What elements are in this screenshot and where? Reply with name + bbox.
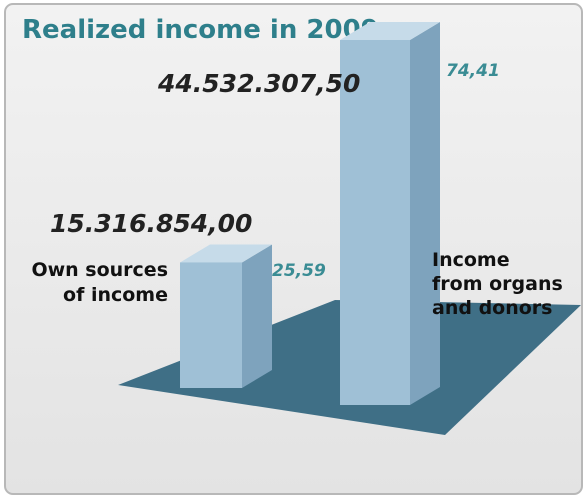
category-label-line: and donors [432,297,552,319]
bar-front [180,262,242,388]
chart-title: Realized income in 2009 [22,15,379,45]
category-label-line: of income [63,284,168,306]
bar-front [340,40,410,405]
bar-side [410,22,440,405]
bar-top [180,244,272,263]
labels-layer: 15.316.854,00 25,59 Own sources of income 44… [31,61,562,319]
bar-side [242,244,272,388]
bar-top [340,22,440,40]
bar-1 [180,244,272,388]
percent-label: 25,59 [272,261,326,281]
category-label: Own sources of income [31,259,168,306]
percent-label: 74,41 [446,61,500,81]
value-label: 15.316.854,00 [50,209,252,238]
category-label: Income from organs and donors [432,249,563,319]
bars-layer [180,22,440,405]
bar-2 [340,22,440,405]
category-label-line: Own sources [31,259,168,281]
value-label: 44.532.307,50 [157,69,360,98]
category-label-line: Income [432,249,510,271]
category-label-line: from organs [432,273,563,295]
